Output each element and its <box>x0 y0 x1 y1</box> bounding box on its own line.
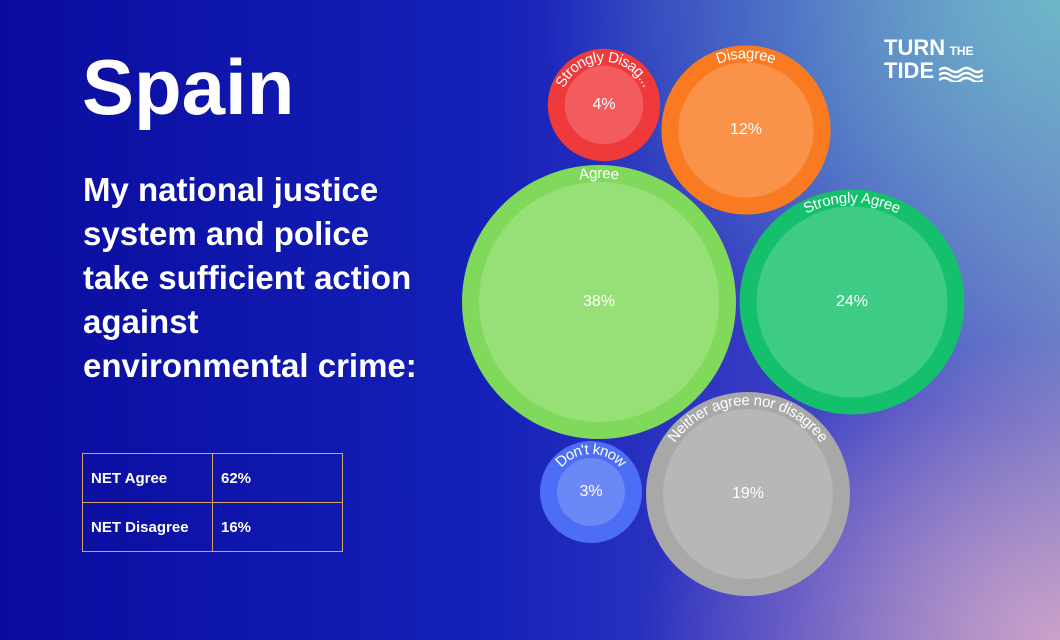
value-label: 4% <box>592 96 615 113</box>
logo-text: TIDE <box>884 58 935 83</box>
logo-text: THE <box>949 44 974 58</box>
table-cell: 16% <box>212 502 343 552</box>
value-label: 24% <box>836 293 868 310</box>
title: Spain <box>82 43 295 131</box>
table-cell: NET Agree <box>82 453 213 503</box>
value-label: 3% <box>579 483 602 500</box>
bubble-inner <box>479 182 719 422</box>
value-label: 38% <box>583 293 615 310</box>
bubble-inner <box>663 409 833 579</box>
bubble-inner <box>678 62 814 198</box>
table-cell: 62% <box>212 453 343 503</box>
net-table: NET Agree 62% NET Disagree 16% <box>82 453 343 552</box>
category-label-path: Agree <box>578 165 620 183</box>
bubble <box>539 440 643 544</box>
value-label: 19% <box>732 485 764 502</box>
logo-waves <box>937 66 984 84</box>
bubble <box>661 45 831 215</box>
logo-text: TURN <box>884 35 946 60</box>
value-label: 12% <box>730 121 762 138</box>
category-label-path: Disagree <box>714 45 778 67</box>
bubble <box>462 165 736 439</box>
table-row: NET Disagree 16% <box>82 502 343 552</box>
logo: TURN THE TIDE <box>884 35 984 84</box>
subtitle: My national justice system and police ta… <box>83 171 417 384</box>
bubble-inner <box>556 457 626 527</box>
bubble <box>646 392 850 596</box>
bubble <box>547 48 661 162</box>
category-label: Disagree <box>714 45 778 67</box>
bubble <box>739 189 965 415</box>
bubble-inner <box>564 65 644 145</box>
bubble-inner <box>756 206 948 398</box>
table-row: NET Agree 62% <box>82 453 343 503</box>
category-label: Agree <box>578 165 620 183</box>
